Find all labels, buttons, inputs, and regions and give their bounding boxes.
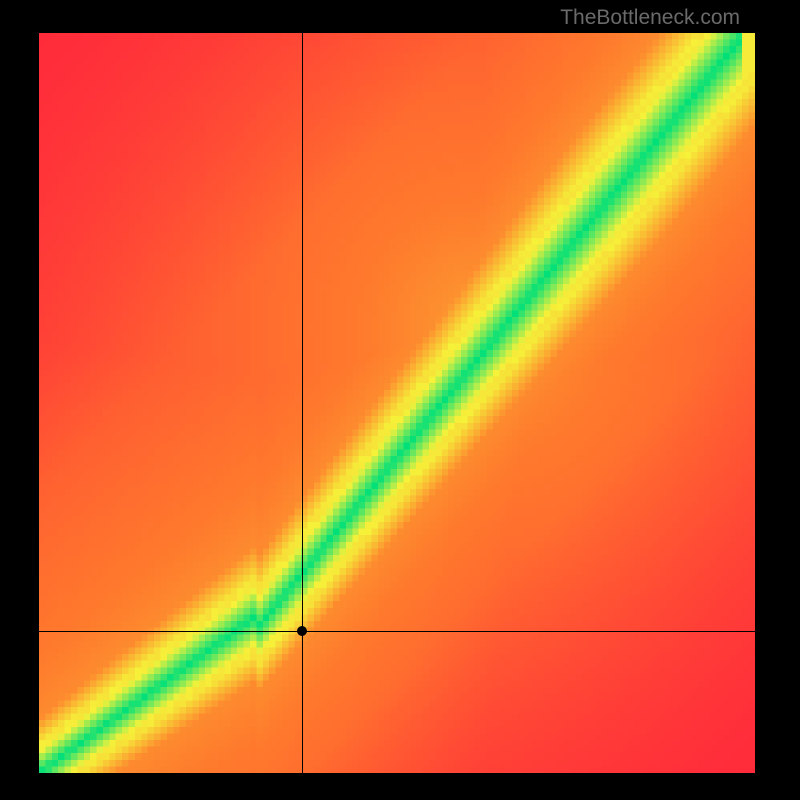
watermark-text: TheBottleneck.com [560, 6, 740, 30]
data-point-marker [297, 626, 307, 636]
bottleneck-heatmap [39, 33, 755, 773]
crosshair-horizontal [39, 631, 755, 632]
crosshair-vertical [302, 33, 303, 773]
